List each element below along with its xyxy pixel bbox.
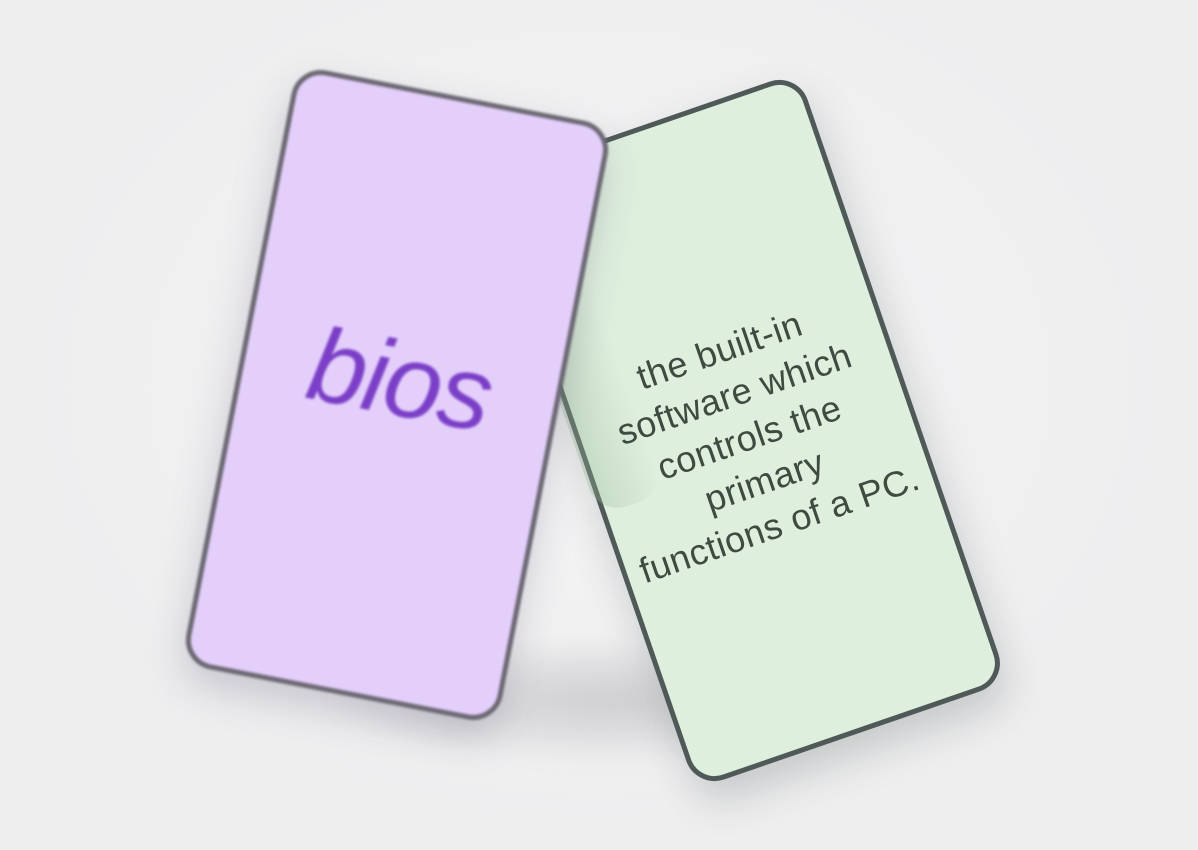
term-text: bios bbox=[299, 305, 501, 455]
definition-text: the built-in software which controls the… bbox=[611, 302, 925, 592]
